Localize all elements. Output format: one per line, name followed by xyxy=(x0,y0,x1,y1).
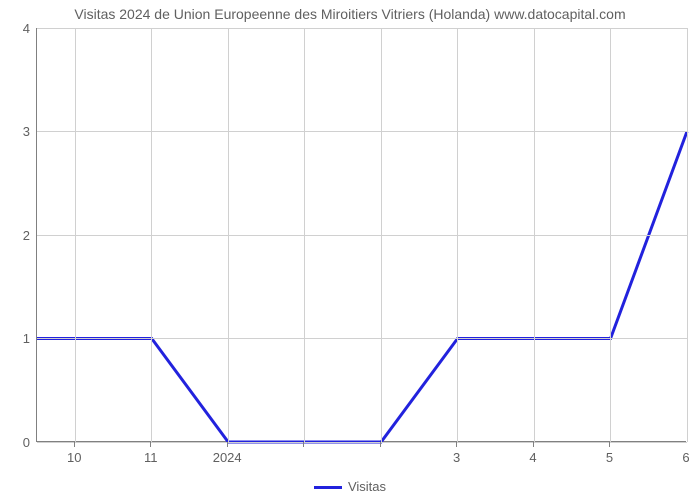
x-minor-tick xyxy=(227,442,228,447)
x-gridline xyxy=(381,28,382,442)
x-gridline xyxy=(228,28,229,442)
x-minor-tick xyxy=(533,442,534,447)
x-gridline xyxy=(151,28,152,442)
x-minor-tick xyxy=(150,442,151,447)
y-gridline xyxy=(37,442,687,443)
x-tick-label: 10 xyxy=(67,450,81,465)
y-gridline xyxy=(37,235,687,236)
x-minor-tick xyxy=(303,442,304,447)
x-tick-label: 3 xyxy=(453,450,460,465)
plot-area xyxy=(36,28,686,442)
x-minor-tick xyxy=(456,442,457,447)
y-tick-label: 1 xyxy=(23,331,30,346)
chart-container: Visitas 2024 de Union Europeenne des Mir… xyxy=(0,0,700,500)
x-minor-tick xyxy=(74,442,75,447)
y-tick-label: 2 xyxy=(23,228,30,243)
x-gridline xyxy=(75,28,76,442)
x-tick-label: 2024 xyxy=(213,450,242,465)
x-tick-label: 6 xyxy=(682,450,689,465)
x-gridline xyxy=(610,28,611,442)
y-tick-label: 4 xyxy=(23,21,30,36)
x-gridline xyxy=(534,28,535,442)
chart-title: Visitas 2024 de Union Europeenne des Mir… xyxy=(0,6,700,22)
x-gridline xyxy=(687,28,688,442)
x-minor-tick xyxy=(609,442,610,447)
y-tick-label: 3 xyxy=(23,124,30,139)
y-gridline xyxy=(37,338,687,339)
visitas-line xyxy=(37,132,687,443)
x-tick-label: 4 xyxy=(529,450,536,465)
y-gridline xyxy=(37,131,687,132)
legend-label: Visitas xyxy=(348,479,386,494)
legend: Visitas xyxy=(0,479,700,494)
y-tick-label: 0 xyxy=(23,435,30,450)
x-tick-label: 5 xyxy=(606,450,613,465)
legend-swatch xyxy=(314,486,342,489)
y-gridline xyxy=(37,28,687,29)
x-tick-label: 11 xyxy=(144,450,158,465)
x-minor-tick xyxy=(380,442,381,447)
x-gridline xyxy=(304,28,305,442)
x-gridline xyxy=(457,28,458,442)
